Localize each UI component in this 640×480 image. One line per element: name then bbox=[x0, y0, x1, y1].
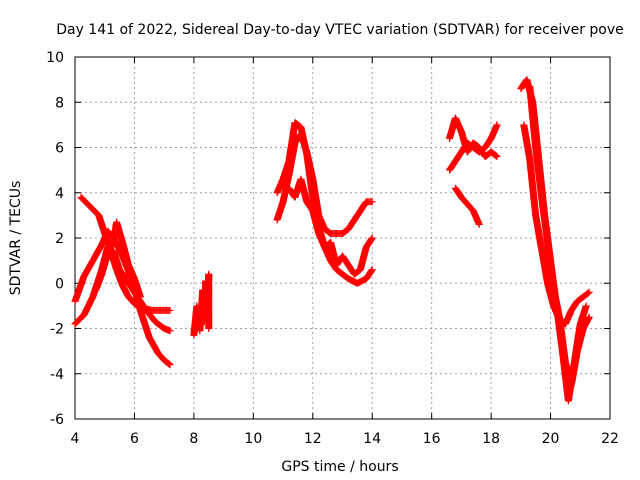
x-tick-label: 4 bbox=[71, 431, 80, 447]
data-point bbox=[166, 306, 174, 314]
series-arc-4b bbox=[446, 114, 501, 161]
data-point bbox=[585, 288, 593, 296]
y-tick-label: -2 bbox=[50, 322, 64, 338]
series-arc-3c bbox=[285, 175, 376, 278]
x-tick-label: 8 bbox=[189, 431, 198, 447]
data-point bbox=[493, 121, 501, 129]
y-tick-label: 4 bbox=[55, 186, 64, 202]
data-point bbox=[165, 360, 173, 368]
series-arc-1d bbox=[92, 218, 144, 301]
data-point bbox=[584, 289, 592, 297]
axis-ticks bbox=[74, 56, 611, 420]
x-tick-label: 18 bbox=[482, 431, 500, 447]
data-point bbox=[492, 152, 500, 160]
y-tick-label: 0 bbox=[55, 276, 64, 292]
series-arc-1c bbox=[77, 193, 174, 314]
x-tick-label: 10 bbox=[244, 431, 262, 447]
data-point bbox=[368, 234, 376, 242]
y-tick-label: 10 bbox=[46, 50, 64, 66]
data-point bbox=[165, 360, 173, 368]
y-tick-label: -6 bbox=[50, 412, 64, 428]
data-point bbox=[166, 361, 174, 369]
x-tick-label: 14 bbox=[363, 431, 381, 447]
y-tick-label: 2 bbox=[55, 231, 64, 247]
series-arc-2 bbox=[190, 270, 213, 339]
data-point bbox=[166, 327, 174, 335]
x-axis-label: GPS time / hours bbox=[281, 459, 398, 475]
x-tick-label: 16 bbox=[423, 431, 441, 447]
data-point bbox=[368, 266, 376, 274]
data-point bbox=[136, 293, 144, 301]
x-tick-label: 12 bbox=[304, 431, 322, 447]
tick-labels: 4 6 8 10 12 14 16 18 20 22 -6 -4 -2 0 2 4 6 8 10 bbox=[46, 50, 619, 447]
data-point bbox=[475, 220, 483, 228]
series-arc-4c bbox=[451, 184, 483, 228]
y-tick-label: 6 bbox=[55, 141, 64, 157]
data-point bbox=[492, 151, 500, 159]
x-tick-label: 6 bbox=[130, 431, 139, 447]
data-point bbox=[584, 289, 592, 297]
data-point bbox=[582, 302, 590, 310]
y-axis-label: SDTVAR / TECUs bbox=[8, 181, 24, 296]
data-point bbox=[585, 313, 593, 321]
series-arc-5c bbox=[526, 82, 593, 389]
data-point bbox=[368, 198, 376, 206]
data-point bbox=[493, 153, 501, 161]
y-tick-label: 8 bbox=[55, 95, 64, 111]
y-tick-label: -4 bbox=[50, 367, 64, 383]
x-tick-label: 22 bbox=[601, 431, 619, 447]
x-tick-label: 20 bbox=[542, 431, 560, 447]
chart-title: Day 141 of 2022, Sidereal Day-to-day VTE… bbox=[56, 22, 624, 38]
data-points bbox=[71, 76, 593, 405]
data-point bbox=[205, 325, 213, 332]
